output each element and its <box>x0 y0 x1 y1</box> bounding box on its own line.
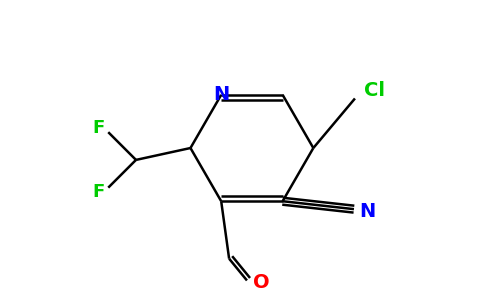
Text: F: F <box>92 183 105 201</box>
Text: N: N <box>213 85 229 104</box>
Text: N: N <box>360 202 376 220</box>
Text: O: O <box>253 273 269 292</box>
Text: Cl: Cl <box>364 81 385 100</box>
Text: F: F <box>92 119 105 137</box>
